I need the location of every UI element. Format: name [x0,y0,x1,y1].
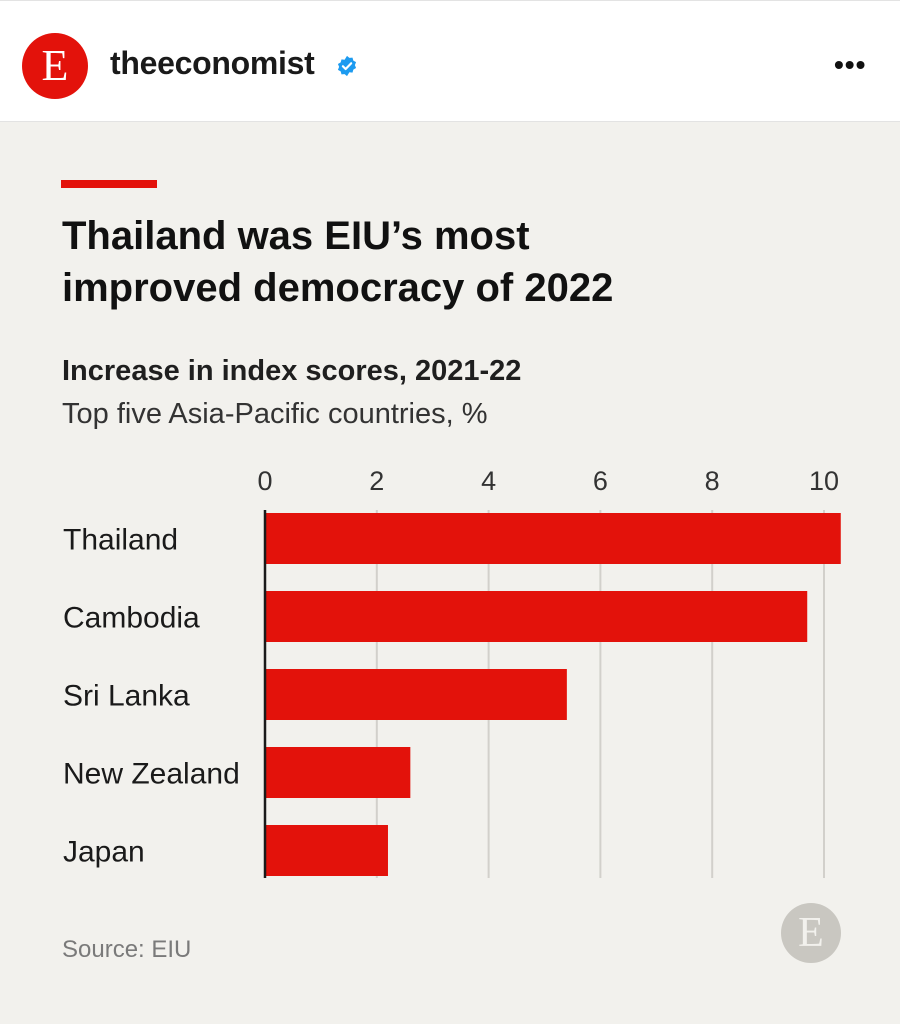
category-label: Sri Lanka [63,680,190,713]
accent-bar [61,180,157,188]
x-tick-label: 2 [369,466,384,496]
category-label: Japan [63,836,145,869]
account-avatar[interactable]: E [22,33,88,99]
account-handle[interactable]: theeconomist [110,45,315,81]
bar-chart: 0 2 4 6 8 10 Thailand Cambodia Sri Lanka New Zeal… [63,466,841,878]
x-tick-label: 4 [481,466,496,496]
source-note: Source: EIU [62,936,192,963]
category-label: New Zealand [63,758,240,791]
chart-subtitle: Increase in index scores, 2021-22 [62,355,522,387]
bar-japan [265,825,388,876]
more-options-icon[interactable]: ••• [834,49,867,80]
category-label: Thailand [63,524,178,557]
chart-headline: Thailand was EIU’s most improved democra… [62,210,842,314]
headline-line-2: improved democracy of 2022 [62,266,614,310]
x-tick-label: 10 [809,466,839,496]
x-tick-label: 6 [593,466,608,496]
verified-badge-icon [337,55,357,77]
bar-new-zealand [265,747,411,798]
x-tick-label: 8 [705,466,720,496]
bar-thailand [265,513,841,564]
post-image [0,122,900,1024]
headline-line-1: Thailand was EIU’s most [62,214,530,258]
x-tick-label: 0 [257,466,272,496]
category-label: Cambodia [63,602,200,635]
bar-sri-lanka [265,669,567,720]
post-header: E theeconomist ••• [0,0,900,122]
economist-logo: E [781,903,841,963]
chart-unit-label: Top five Asia-Pacific countries, % [62,398,488,430]
bar-cambodia [265,591,808,642]
